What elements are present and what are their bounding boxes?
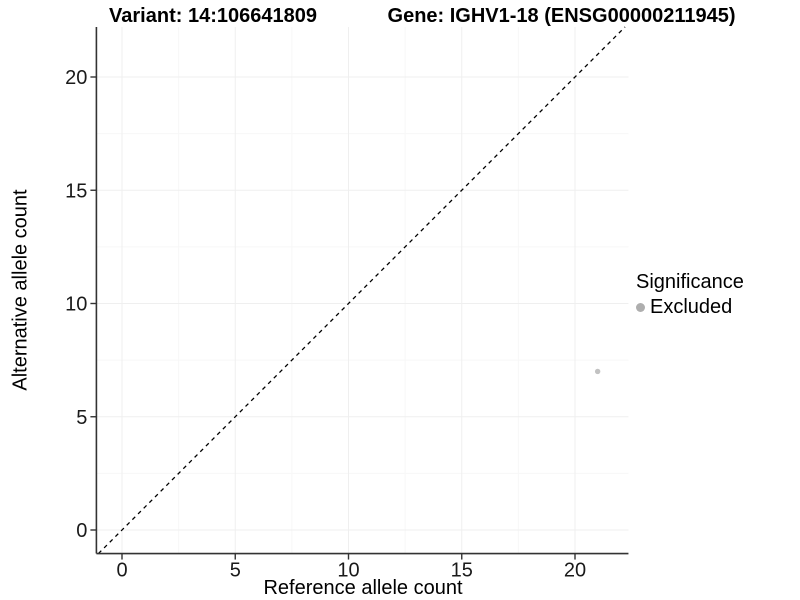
x-tick-label: 20 [564,560,586,582]
y-tick-label: 15 [65,180,87,202]
y-tick-label: 5 [76,407,87,429]
x-tick-label: 10 [337,560,359,582]
x-tick-label: 15 [451,560,473,582]
identity-line [97,26,626,555]
variant-title: Variant: 14:106641809 [109,5,317,27]
legend-title: Significance [636,271,744,293]
legend-item-label: Excluded [650,296,733,318]
x-tick-label: 5 [230,560,241,582]
legend-item-excluded: Excluded [636,296,744,319]
y-tick-label: 0 [76,520,87,542]
x-tick-label: 0 [116,560,127,582]
y-axis-title: Alternative allele count [9,189,32,391]
y-tick-label: 20 [65,67,87,89]
legend: Significance Excluded [636,271,744,319]
gene-title: Gene: IGHV1-18 (ENSG00000211945) [387,5,736,27]
x-axis-title: Reference allele count [263,577,463,599]
legend-point-swatch-icon [636,303,645,312]
data-point [594,368,601,375]
y-tick-label: 10 [65,294,87,316]
